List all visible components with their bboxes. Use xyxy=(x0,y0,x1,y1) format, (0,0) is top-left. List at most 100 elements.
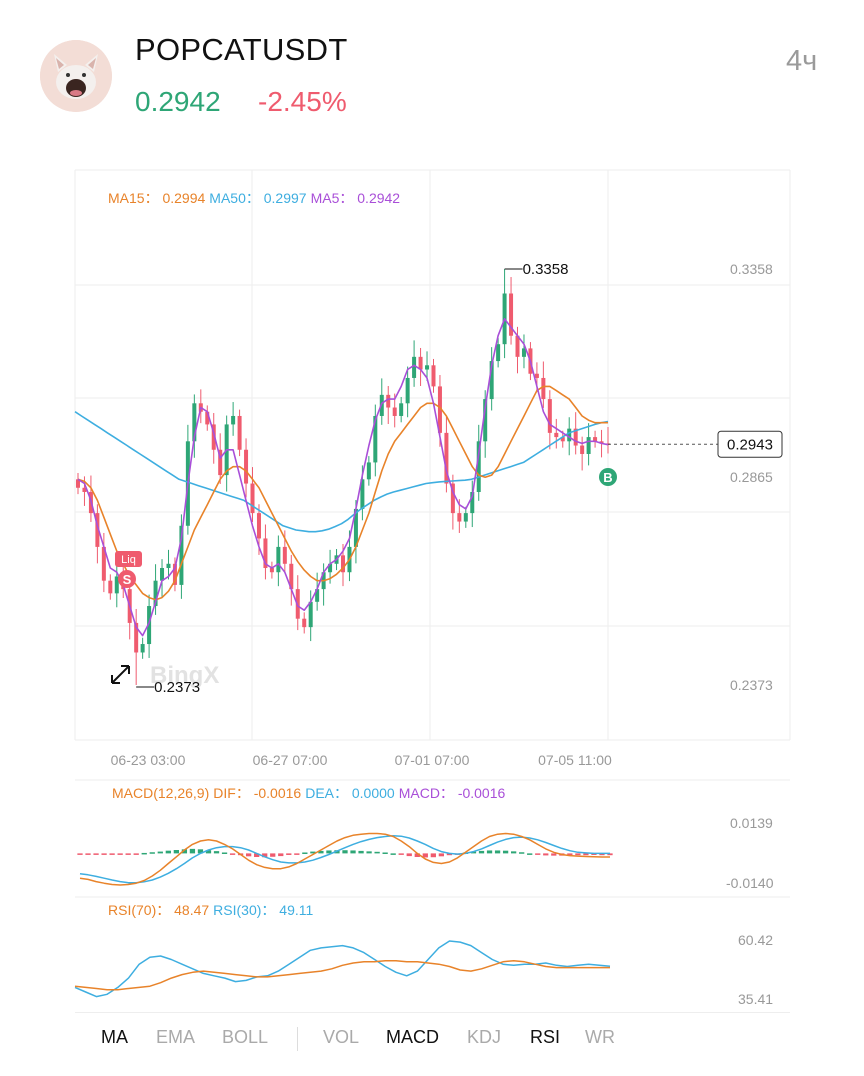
tab-macd[interactable]: MACD xyxy=(386,1027,439,1047)
buy-marker xyxy=(599,468,617,486)
macd-histogram-bar xyxy=(302,852,308,854)
macd-histogram-bar xyxy=(310,851,316,854)
tab-rsi[interactable]: RSI xyxy=(530,1027,561,1047)
candle-body xyxy=(353,508,358,547)
candle-body xyxy=(496,344,501,362)
macd-histogram-bar xyxy=(398,853,404,855)
macd-histogram-bar xyxy=(101,853,107,855)
candle-body xyxy=(328,563,333,573)
candle-body xyxy=(450,483,455,514)
candle-body xyxy=(231,415,236,425)
macd-histogram-bar xyxy=(93,853,99,855)
liq-tag xyxy=(115,551,142,567)
candle-body xyxy=(263,538,268,569)
tab-ema[interactable]: EMA xyxy=(156,1027,196,1047)
macd-histogram-bar xyxy=(430,853,436,858)
ma-legend: MA15： 0.2994 MA50： 0.2997 MA5： 0.2942 xyxy=(108,190,400,206)
y-tick-label: 0.3358 xyxy=(730,261,773,277)
candle-body xyxy=(599,441,604,444)
macd-histogram-bar xyxy=(583,853,589,856)
expand-icon xyxy=(111,665,130,684)
macd-histogram-bar xyxy=(229,853,236,855)
timeframe-selector[interactable]: 4ч xyxy=(786,45,818,77)
dea-line xyxy=(79,835,610,884)
candle-body xyxy=(244,449,249,484)
candle-body xyxy=(412,356,417,378)
macd-histogram-bar xyxy=(85,853,91,855)
tab-ma[interactable]: MA xyxy=(101,1027,128,1047)
candle-body xyxy=(483,399,488,442)
candle-body xyxy=(282,546,287,564)
x-tick-label: 06-27 07:00 xyxy=(253,752,328,768)
candle-body xyxy=(554,432,559,438)
candle-body xyxy=(256,513,261,539)
x-tick-label: 07-01 07:00 xyxy=(395,752,470,768)
y-tick-label: 0.2865 xyxy=(730,469,773,485)
tab-kdj[interactable]: KDJ xyxy=(467,1027,502,1047)
tab-boll[interactable]: BOLL xyxy=(222,1027,269,1047)
macd-histogram-bar xyxy=(254,853,260,857)
candle-body xyxy=(166,563,171,569)
macd-histogram-bar xyxy=(342,850,348,854)
macd-histogram-bar xyxy=(278,853,284,857)
candle-body xyxy=(560,437,565,442)
y-tick-label: 0.2373 xyxy=(730,677,773,693)
candle-body xyxy=(567,428,572,442)
candle-body xyxy=(101,546,106,581)
macd-histogram-bar xyxy=(599,853,605,856)
candle-body xyxy=(205,411,210,425)
token-avatar xyxy=(40,40,112,112)
candle-body xyxy=(211,424,216,450)
macd-histogram-bar xyxy=(382,852,388,854)
macd-histogram-bar xyxy=(181,849,188,854)
y-tick-label: 60.42 xyxy=(738,932,773,948)
ma50-line xyxy=(74,411,609,533)
macd-histogram-bar xyxy=(326,850,332,854)
candle-body xyxy=(366,462,371,480)
macd-histogram-bar xyxy=(366,851,372,854)
macd-histogram-bar xyxy=(527,853,533,855)
macd-histogram-bar xyxy=(519,852,525,854)
candle-body xyxy=(386,394,391,408)
candle-body xyxy=(444,432,449,484)
tab-vol[interactable]: VOL xyxy=(323,1027,360,1047)
candle-body xyxy=(237,415,242,450)
macd-histogram-bar xyxy=(221,852,228,854)
macd-histogram-bar xyxy=(358,850,364,854)
candle-body xyxy=(108,580,113,594)
candle-body xyxy=(418,356,423,370)
rsi70-line xyxy=(74,959,610,991)
tab-wr[interactable]: WR xyxy=(585,1027,615,1047)
symbol-title: POPCATUSDT xyxy=(135,32,348,67)
candle-body xyxy=(489,361,494,400)
candle-body xyxy=(302,618,307,628)
candle-body xyxy=(425,365,430,370)
candle-body xyxy=(269,568,274,573)
candle-body xyxy=(573,428,578,446)
macd-histogram-bar xyxy=(205,850,212,854)
macd-histogram-bar xyxy=(165,850,171,854)
macd-histogram-bar xyxy=(109,853,115,855)
buy-marker-label: B xyxy=(603,470,612,485)
candle-body xyxy=(276,546,281,573)
expand-arrow xyxy=(111,665,130,684)
x-tick-label: 07-05 11:00 xyxy=(538,752,612,768)
macd-histogram-bar xyxy=(535,853,541,855)
macd-histogram-bar xyxy=(189,848,196,854)
candle-body xyxy=(360,479,365,509)
macd-histogram-bar xyxy=(262,853,268,858)
macd-histogram-bar xyxy=(551,853,557,856)
rsi-legend: RSI(70)： 48.47 RSI(30)： 49.11 xyxy=(108,902,314,918)
macd-histogram-bar xyxy=(133,853,139,855)
candle-body xyxy=(463,513,468,522)
candle-body xyxy=(470,491,475,514)
low-price-label: 0.2373 xyxy=(154,679,200,696)
macd-histogram-bar xyxy=(502,850,509,854)
macd-histogram-bar xyxy=(270,853,276,857)
macd-histogram-bar xyxy=(422,853,428,858)
price-change: -2.45% xyxy=(258,86,347,117)
candle-body xyxy=(114,576,119,594)
candle-body xyxy=(160,568,165,581)
macd-histogram-bar xyxy=(77,853,83,855)
